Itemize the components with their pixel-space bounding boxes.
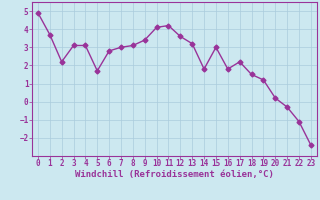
- X-axis label: Windchill (Refroidissement éolien,°C): Windchill (Refroidissement éolien,°C): [75, 170, 274, 179]
